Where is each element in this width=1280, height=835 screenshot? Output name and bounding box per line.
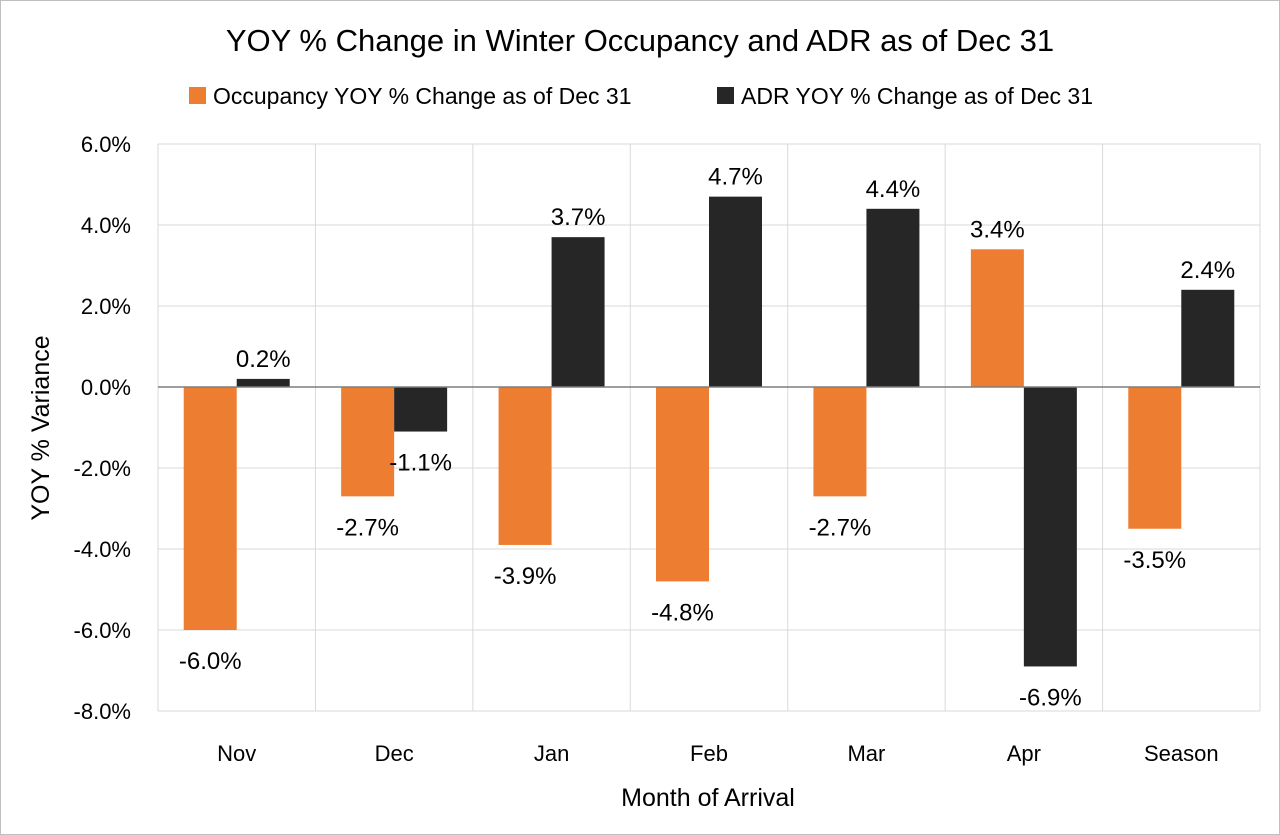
y-tick-label: -8.0%	[74, 699, 131, 724]
x-tick-label: Jan	[534, 741, 569, 766]
occupancy-label-mar: -2.7%	[809, 514, 872, 541]
data-labels: -6.0% 0.2% -2.7% -1.1% -3.9% 3.7% -4.8% 4.7% -2.…	[179, 164, 1235, 712]
y-axis-ticks: 6.0% 4.0% 2.0% 0.0% -2.0% -4.0% -6.0% -8.0%	[74, 132, 131, 724]
legend-label-adr: ADR YOY % Change as of Dec 31	[741, 83, 1093, 109]
occupancy-bar-nov	[183, 387, 237, 630]
occupancy-bar-dec	[341, 387, 395, 497]
y-tick-label: -2.0%	[74, 456, 131, 481]
occupancy-bar-mar	[813, 387, 867, 497]
occupancy-label-jan: -3.9%	[494, 563, 557, 590]
x-axis-title: Month of Arrival	[621, 784, 795, 812]
bars	[183, 196, 1235, 667]
adr-bar-feb	[709, 196, 762, 387]
x-tick-label: Nov	[217, 741, 256, 766]
adr-bar-nov	[236, 378, 290, 387]
adr-label-mar: 4.4%	[866, 176, 921, 203]
chart-title: YOY % Change in Winter Occupancy and ADR…	[226, 23, 1054, 58]
x-tick-label: Dec	[375, 741, 414, 766]
legend-swatch-occupancy	[189, 87, 206, 104]
y-tick-label: 0.0%	[81, 375, 131, 400]
y-tick-label: 4.0%	[81, 213, 131, 238]
occupancy-label-feb: -4.8%	[651, 599, 714, 626]
legend: Occupancy YOY % Change as of Dec 31 ADR …	[189, 83, 1093, 109]
occupancy-bar-apr	[970, 249, 1024, 387]
adr-label-apr: -6.9%	[1019, 684, 1082, 711]
y-tick-label: 6.0%	[81, 132, 131, 157]
x-tick-label: Season	[1144, 741, 1219, 766]
adr-label-season: 2.4%	[1180, 257, 1235, 284]
legend-label-occupancy: Occupancy YOY % Change as of Dec 31	[213, 83, 632, 109]
occupancy-bar-jan	[498, 387, 552, 545]
x-tick-label: Feb	[690, 741, 728, 766]
adr-bar-apr	[1023, 387, 1077, 667]
adr-label-feb: 4.7%	[708, 164, 763, 191]
x-tick-label: Apr	[1007, 741, 1041, 766]
legend-swatch-adr	[717, 87, 734, 104]
occupancy-bar-feb	[656, 387, 709, 582]
occupancy-bar-season	[1128, 387, 1182, 529]
y-tick-label: 2.0%	[81, 294, 131, 319]
occupancy-label-apr: 3.4%	[970, 216, 1025, 243]
adr-bar-mar	[866, 208, 920, 387]
occupancy-label-season: -3.5%	[1123, 547, 1186, 574]
x-axis-ticks: Nov Dec Jan Feb Mar Apr Season	[217, 741, 1218, 766]
adr-bar-dec	[394, 387, 448, 432]
adr-label-nov: 0.2%	[236, 346, 291, 373]
adr-bar-season	[1181, 289, 1235, 387]
occupancy-label-dec: -2.7%	[336, 514, 399, 541]
adr-label-jan: 3.7%	[551, 204, 606, 231]
y-tick-label: -6.0%	[74, 618, 131, 643]
y-tick-label: -4.0%	[74, 537, 131, 562]
adr-label-dec: -1.1%	[389, 450, 452, 477]
adr-bar-jan	[551, 237, 605, 387]
y-axis-title: YOY % Variance	[27, 335, 55, 520]
occupancy-label-nov: -6.0%	[179, 648, 242, 675]
x-tick-label: Mar	[847, 741, 885, 766]
